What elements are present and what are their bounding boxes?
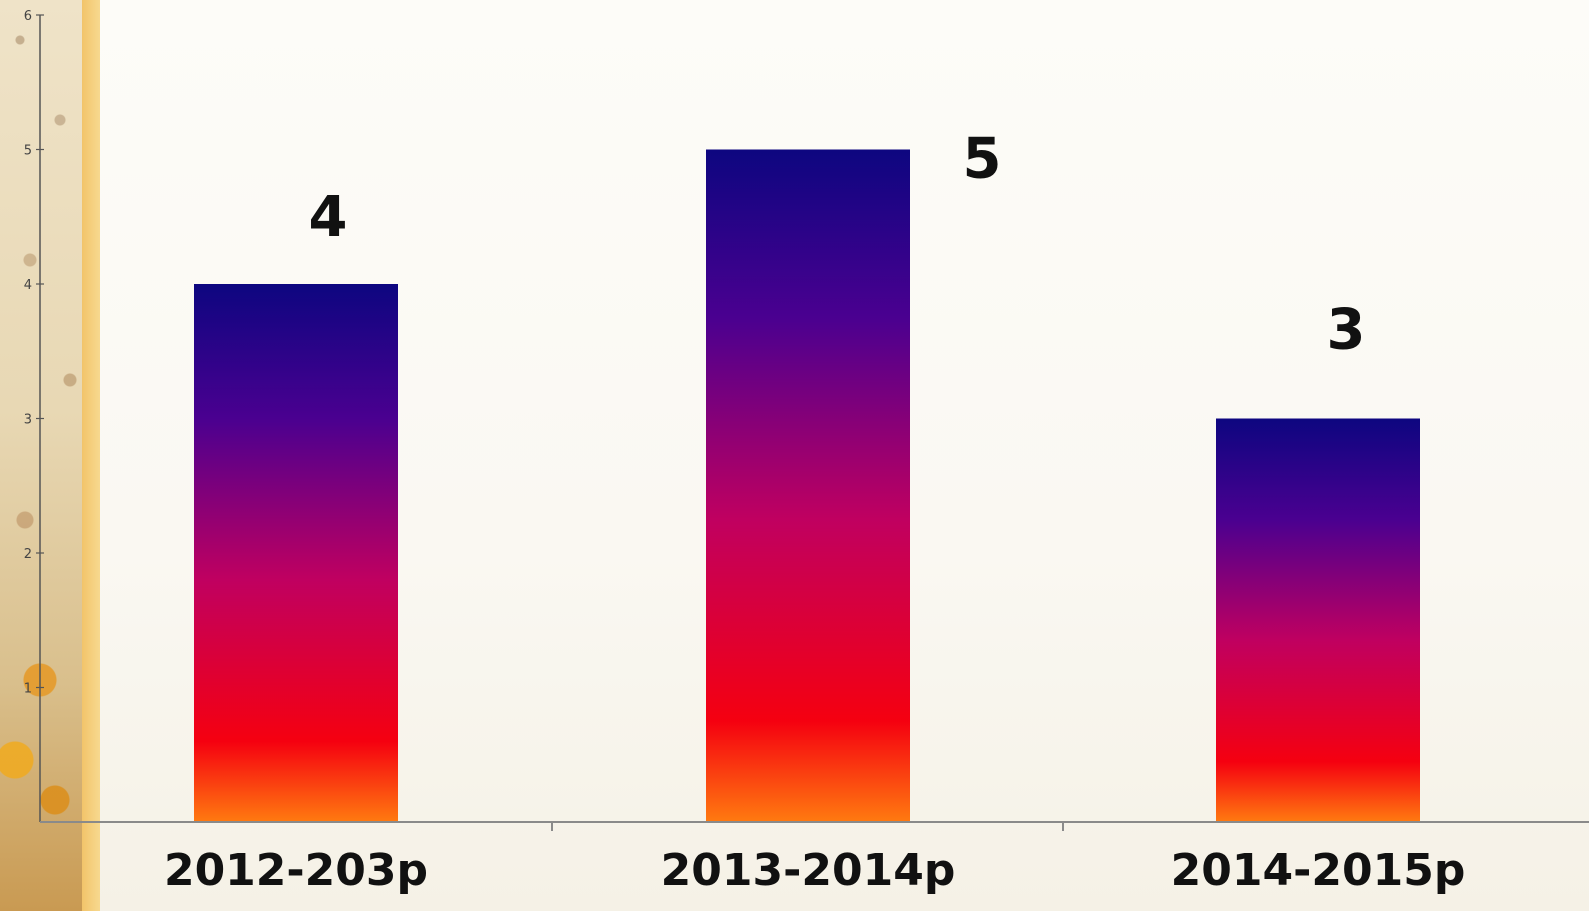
data-label-2: 5: [963, 127, 1002, 192]
data-label-1: 4: [309, 185, 348, 250]
bar-1: [194, 284, 398, 822]
bar-2: [706, 149, 910, 822]
y-tick-label: 6: [24, 9, 32, 24]
y-axis: 1 2 3 4 5 6: [24, 9, 44, 822]
y-tick-label: 3: [24, 413, 32, 428]
bars: [194, 149, 1420, 822]
bar-3: [1216, 418, 1420, 822]
decorative-gold-stripe: [82, 0, 100, 911]
x-axis: 2012-203р 2013-2014р 2014-2015р: [40, 821, 1589, 896]
x-tick-label-1: 2012-203р: [164, 845, 428, 896]
x-tick-label-3: 2014-2015р: [1171, 845, 1466, 896]
y-tick-label: 2: [24, 547, 32, 562]
y-tick-label: 4: [24, 278, 32, 293]
y-tick-label: 1: [24, 682, 32, 697]
x-tick-label-2: 2013-2014р: [661, 845, 956, 896]
data-labels: 4 5 3: [309, 127, 1366, 363]
data-label-3: 3: [1327, 298, 1366, 363]
y-tick-label: 5: [24, 144, 32, 159]
